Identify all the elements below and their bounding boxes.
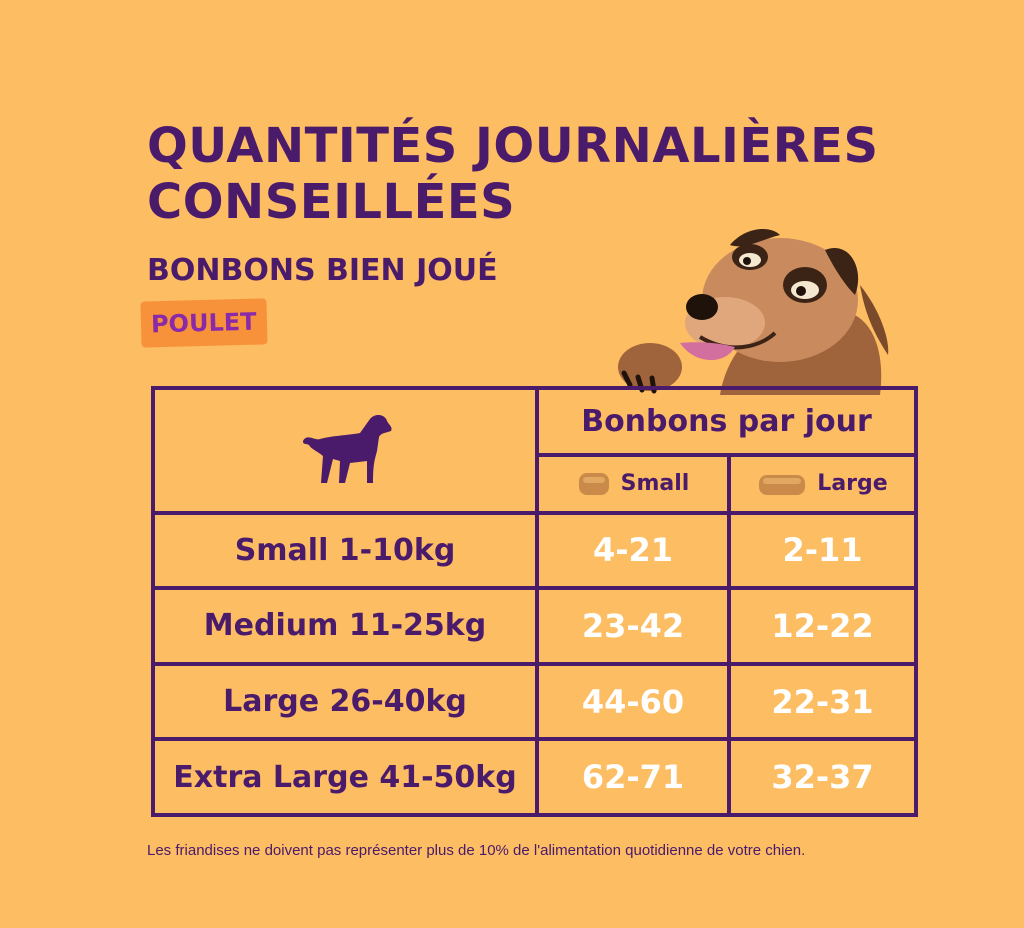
large-treat-value: 12-22 (727, 586, 918, 666)
table-row: Small 1-10kg 4-21 2-11 (151, 510, 918, 591)
large-treat-value: 2-11 (727, 510, 918, 591)
page-title: QUANTITÉS JOURNALIÈRES CONSEILLÉES (147, 118, 879, 230)
product-subtitle: BONBONS BIEN JOUÉ (147, 253, 498, 288)
dog-silhouette-icon (303, 414, 392, 483)
dog-header-cell (151, 386, 539, 515)
small-treat-icon (578, 473, 609, 495)
large-treat-icon (759, 475, 806, 495)
dog-size-label: Small 1-10kg (151, 510, 539, 591)
treats-per-day-header: Bonbons par jour (535, 385, 918, 458)
small-treat-value: 23-42 (535, 586, 731, 666)
footnote: Les friandises ne doivent pas représente… (147, 842, 806, 859)
small-treat-value: 4-21 (535, 510, 731, 591)
dosage-table: Bonbons par jour Small Large Small 1-10k… (151, 385, 918, 817)
table-row: Extra Large 41-50kg 62-71 32-37 (151, 737, 918, 817)
large-treat-column-header: Large (727, 453, 918, 515)
table-row: Large 26-40kg 44-60 22-31 (151, 661, 918, 742)
large-treat-value: 22-31 (727, 661, 918, 742)
flavor-badge: POULET (140, 298, 268, 348)
small-treat-value: 62-71 (535, 737, 731, 817)
large-treat-label: Large (817, 471, 888, 496)
dog-size-label: Extra Large 41-50kg (151, 737, 539, 817)
dog-size-label: Large 26-40kg (151, 661, 539, 742)
small-treat-value: 44-60 (535, 661, 731, 742)
small-treat-label: Small (620, 471, 690, 496)
dog-size-label: Medium 11-25kg (151, 586, 539, 666)
large-treat-value: 32-37 (727, 737, 918, 817)
small-treat-column-header: Small (535, 453, 731, 515)
dog-illustration (618, 229, 889, 395)
table-row: Medium 11-25kg 23-42 12-22 (151, 586, 918, 666)
